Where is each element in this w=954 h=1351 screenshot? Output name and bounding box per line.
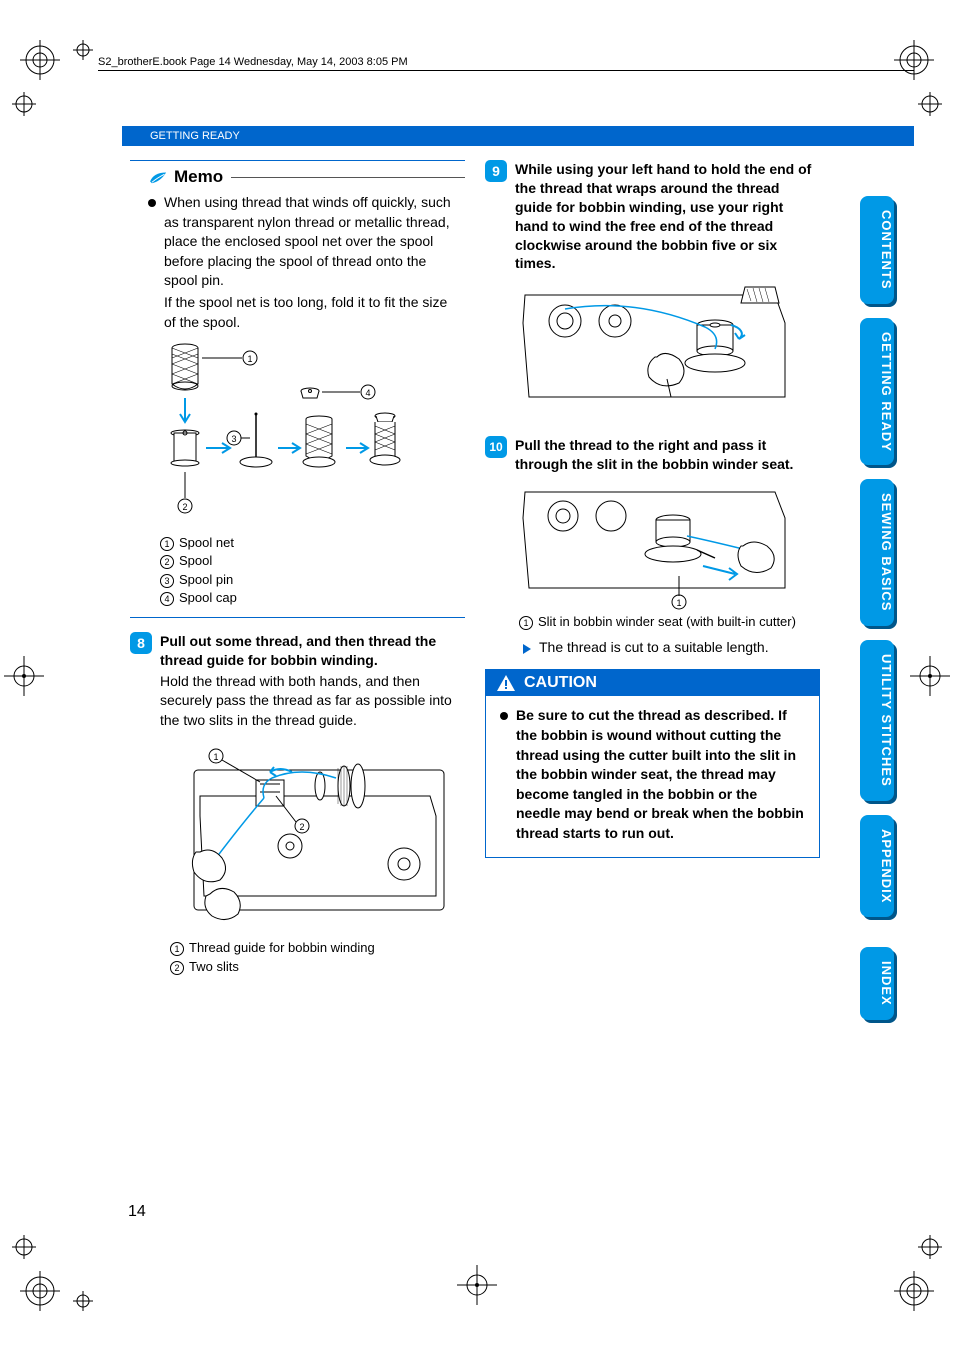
step-title: Pull the thread to the right and pass it… (515, 436, 820, 474)
step-8: 8 Pull out some thread, and then thread … (130, 632, 465, 976)
right-column: 9 While using your left hand to hold the… (485, 160, 820, 976)
register-mark (20, 1271, 60, 1311)
register-mark (918, 1235, 942, 1259)
bullet-icon (500, 712, 508, 720)
legend-item: Spool cap (179, 589, 237, 607)
tab-appendix[interactable]: APPENDIX (860, 815, 894, 917)
result-text: The thread is cut to a suitable length. (539, 639, 769, 655)
step-number-badge: 10 (485, 436, 507, 458)
register-mark (73, 1291, 93, 1311)
svg-text:1: 1 (676, 598, 681, 608)
step10-illustration: 1 (515, 480, 820, 613)
step9-illustration (515, 279, 820, 412)
memo-block: Memo When using thread that winds off qu… (130, 160, 465, 618)
legend-item: Spool net (179, 534, 234, 552)
register-mark (894, 40, 934, 80)
register-mark (4, 656, 44, 696)
legend-item: Spool (179, 552, 212, 570)
tab-getting-ready[interactable]: GETTING READY (860, 318, 894, 466)
memo-legend: 1Spool net 2Spool 3Spool pin 4Spool cap (130, 534, 465, 607)
caution-block: CAUTION Be sure to cut the thread as des… (485, 669, 820, 858)
legend-item: Thread guide for bobbin winding (189, 939, 375, 957)
legend-item: Spool pin (179, 571, 233, 589)
register-mark (20, 40, 60, 80)
register-mark (910, 656, 950, 696)
tab-contents[interactable]: CONTENTS (860, 196, 894, 304)
spool-diagram: 1 2 (150, 338, 465, 528)
memo-title: Memo (174, 167, 223, 187)
memo-text-continue: If the spool net is too long, fold it to… (130, 293, 465, 332)
left-column: Memo When using thread that winds off qu… (130, 160, 465, 976)
register-mark (73, 40, 93, 60)
svg-text:1: 1 (213, 752, 218, 762)
register-mark (12, 1235, 36, 1259)
step-9: 9 While using your left hand to hold the… (485, 160, 820, 412)
section-header-label: GETTING READY (150, 130, 240, 142)
step8-illustration: 1 2 (160, 736, 465, 939)
tab-sewing-basics[interactable]: SEWING BASICS (860, 479, 894, 625)
step-title: While using your left hand to hold the e… (515, 160, 820, 273)
triangle-bullet-icon (523, 644, 531, 654)
header-rule (98, 70, 914, 71)
tab-utility-stitches[interactable]: UTILITY STITCHES (860, 640, 894, 801)
section-header: GETTING READY (122, 126, 914, 146)
step-number-badge: 8 (130, 632, 152, 654)
page-number: 14 (128, 1203, 146, 1221)
register-mark (918, 92, 942, 116)
svg-text:2: 2 (299, 822, 304, 832)
register-mark (12, 92, 36, 116)
memo-text: When using thread that winds off quickly… (164, 193, 453, 291)
svg-text:2: 2 (182, 502, 187, 512)
step-number-badge: 9 (485, 160, 507, 182)
legend-item: Two slits (189, 958, 239, 976)
svg-text:4: 4 (365, 388, 370, 398)
legend-item: Slit in bobbin winder seat (with built-i… (538, 613, 796, 631)
svg-text:3: 3 (231, 434, 236, 444)
svg-text:1: 1 (247, 354, 252, 364)
tab-index[interactable]: INDEX (860, 947, 894, 1020)
step-10: 10 Pull the thread to the right and pass… (485, 436, 820, 655)
caution-icon (496, 674, 516, 692)
register-mark (894, 1271, 934, 1311)
leaf-icon (148, 169, 170, 185)
step-title: Pull out some thread, and then thread th… (160, 632, 465, 670)
caution-title: CAUTION (524, 674, 597, 692)
doc-header-meta: S2_brotherE.book Page 14 Wednesday, May … (98, 56, 408, 68)
step-text: Hold the thread with both hands, and the… (160, 672, 465, 731)
bullet-icon (148, 199, 156, 207)
caution-text: Be sure to cut the thread as described. … (516, 706, 805, 843)
register-mark (457, 1265, 497, 1305)
side-tabs: CONTENTS GETTING READY SEWING BASICS UTI… (860, 196, 900, 1034)
